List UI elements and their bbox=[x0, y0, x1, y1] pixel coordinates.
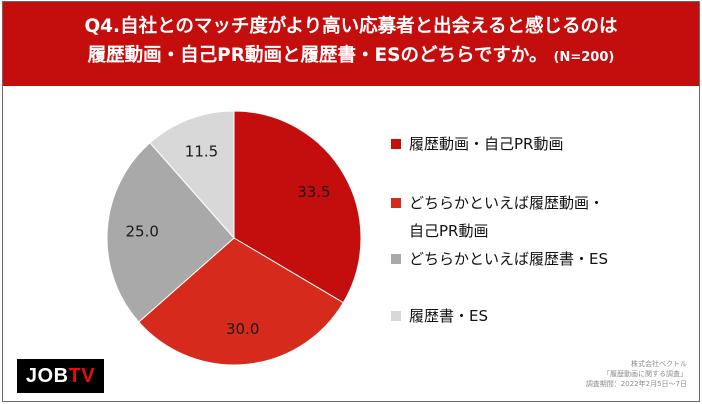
legend-label-somewhat-video-2: 自己PR動画 bbox=[409, 222, 489, 240]
legend-swatch-somewhat-resume bbox=[391, 254, 401, 264]
pie-slice-video bbox=[233, 110, 362, 304]
pie-value-label-somewhat-resume: 25.0 bbox=[125, 223, 158, 241]
source-company: 株式会社ベクトル bbox=[631, 360, 687, 368]
title-banner: Q4.自社とのマッチ度がより高い応募者と出会えると感じるのは 履歴動画・自己PR… bbox=[3, 2, 699, 86]
pie-slice-somewhat-resume bbox=[106, 142, 235, 323]
legend-label-video: 履歴動画・自己PR動画 bbox=[409, 135, 564, 153]
logo-tv-text: TV bbox=[68, 365, 96, 387]
legend-label-resume: 履歴書・ES bbox=[409, 307, 488, 325]
sample-size-note: (N=200) bbox=[553, 50, 615, 65]
pie-value-label-video: 33.5 bbox=[297, 183, 330, 201]
pie-value-label-resume: 11.5 bbox=[185, 142, 218, 160]
pie-value-label-somewhat-video: 30.0 bbox=[226, 320, 259, 338]
legend-swatch-resume bbox=[391, 311, 401, 321]
pie-chart: 33.5 30.0 25.0 11.5 bbox=[106, 110, 362, 366]
logo-job-text: JOB bbox=[25, 365, 69, 387]
pie-slice-resume bbox=[149, 110, 235, 240]
legend-swatch-somewhat-video bbox=[391, 198, 401, 208]
chart-title-line-2-text: 履歴動画・自己PR動画と履歴書・ESのどちらですか。 bbox=[87, 45, 548, 66]
legend-swatch-video bbox=[391, 139, 401, 149]
legend-label-somewhat-resume: どちらかといえば履歴書・ES bbox=[409, 250, 609, 268]
source-survey: 「履歴動画に関する調査」 bbox=[603, 370, 687, 378]
pie-value-labels: 33.5 30.0 25.0 11.5 bbox=[125, 142, 330, 338]
legend-label-somewhat-video-1: どちらかといえば履歴動画・ bbox=[409, 194, 605, 212]
jobtv-logo: JOBTV bbox=[17, 359, 104, 393]
source-note: 株式会社ベクトル 「履歴動画に関する調査」 調査期間：2022年2月5日～7日 bbox=[586, 359, 687, 389]
pie-slice-somewhat-video bbox=[138, 237, 344, 366]
source-period: 調査期間：2022年2月5日～7日 bbox=[585, 380, 687, 388]
pie-slices bbox=[106, 110, 362, 366]
chart-title-line-2: 履歴動画・自己PR動画と履歴書・ESのどちらですか。 (N=200) bbox=[3, 44, 699, 70]
chart-title-line-1: Q4.自社とのマッチ度がより高い応募者と出会えると感じるのは bbox=[84, 16, 618, 37]
